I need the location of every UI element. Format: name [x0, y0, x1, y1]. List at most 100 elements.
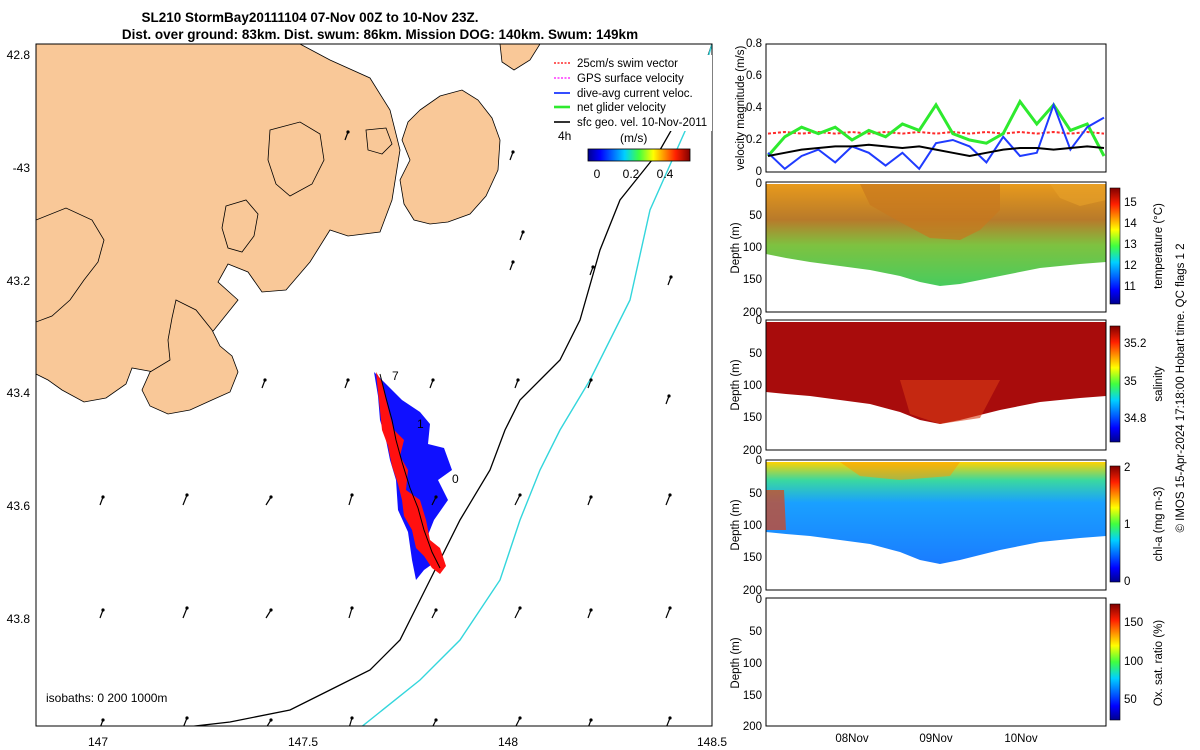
vel-ytick-0: 0 — [756, 166, 762, 178]
salinity-field — [766, 322, 1106, 424]
velocity-arrow-head — [434, 495, 438, 499]
map-xtick-2: 148 — [498, 735, 518, 749]
salinity-frame — [765, 319, 1107, 451]
velocity-arrow-head — [431, 378, 435, 382]
velocity-arrow-head — [516, 378, 520, 382]
chlorophyll-y-axis: 0 50 100 150 200 — [743, 455, 762, 597]
land-tasman-peninsula — [141, 299, 239, 415]
temperature-panel: 0 50 100 150 200 Depth (m) 15 14 13 12 1… — [730, 178, 1165, 319]
velocity-arrow-head — [269, 495, 273, 499]
temperature-colorbar-ticks: 15 14 13 12 11 — [1124, 197, 1137, 293]
ox-ytick-0: 0 — [756, 594, 762, 606]
chl-ytick-1: 50 — [749, 488, 762, 500]
track-velocity-blue — [374, 372, 452, 580]
sal-ytick-3: 150 — [743, 412, 762, 424]
velocity-arrow-head — [511, 150, 515, 154]
chlorophyll-surface-bloom — [840, 462, 960, 480]
oxygen-ylabel: Depth (m) — [730, 637, 742, 688]
sal-ctick-2: 34.8 — [1124, 413, 1146, 425]
isobath-200m — [189, 44, 712, 726]
velocity-arrow-head — [185, 606, 189, 610]
map-y-axis: 42.8 -43 43.2 43.4 43.6 43.8 — [7, 48, 31, 626]
time-xtick-1: 09Nov — [919, 733, 952, 745]
chlorophyll-colorbar — [1109, 465, 1121, 583]
surface-velocity-arrows — [99, 130, 673, 726]
oxygen-colorbar-ticks: 150 100 50 — [1124, 617, 1143, 706]
velocity-arrow — [665, 607, 671, 619]
legend-swim-vector: 25cm/s swim vector — [577, 58, 678, 70]
velocity-arrow-head — [669, 275, 673, 279]
salinity-panel: 0 50 100 150 200 Depth (m) 35.2 35 34.8 … — [730, 315, 1165, 457]
chl-ytick-2: 100 — [743, 520, 762, 532]
land-inlet-peninsula — [221, 199, 259, 253]
legend-net-glider: net glider velocity — [577, 102, 666, 114]
sal-ytick-4: 200 — [743, 445, 762, 457]
velocity-series-dive-avg-current — [767, 101, 1105, 171]
vel-ytick-2: 0.4 — [746, 102, 763, 114]
velocity-arrow-head — [589, 608, 593, 612]
time-scale-label: 4h — [558, 129, 571, 143]
velocity-arrow — [666, 717, 671, 726]
isobath-1000m — [361, 44, 712, 726]
temperature-ylabel: Depth (m) — [730, 222, 742, 273]
velocity-arrow-head — [101, 608, 105, 612]
land-bruny-island — [36, 207, 105, 323]
temp-ctick-1: 14 — [1124, 218, 1137, 230]
temp-ytick-3: 150 — [743, 274, 762, 286]
map-colorbar — [587, 148, 691, 162]
salinity-clabel: salinity — [1153, 366, 1165, 401]
velocity-arrow-head — [269, 718, 273, 722]
land-small-isle — [365, 127, 393, 155]
velocity-arrow-head — [434, 608, 438, 612]
track-swim-red — [376, 372, 446, 574]
map-ytick-0: 42.8 — [7, 48, 31, 62]
map-colorbar-tick-2: 0.4 — [657, 167, 674, 181]
map-legend: 25cm/s swim vector GPS surface velocity … — [546, 55, 712, 131]
velocity-arrow-head — [434, 718, 438, 722]
temperature-colorbar — [1109, 187, 1121, 305]
vel-ytick-4: 0.8 — [746, 38, 762, 50]
track-label-7: 7 — [392, 369, 399, 383]
ox-ctick-2: 50 — [1124, 694, 1137, 706]
vel-ytick-3: 0.6 — [746, 70, 762, 82]
map-colorbar-tick-1: 0.2 — [623, 167, 640, 181]
chlorophyll-ylabel: Depth (m) — [730, 499, 742, 550]
velocity-arrow-head — [591, 265, 595, 269]
chl-ytick-4: 200 — [743, 585, 762, 597]
velocity-arrow-head — [350, 493, 354, 497]
temperature-clabel: temperature (°C) — [1153, 203, 1165, 289]
velocity-arrow — [514, 494, 521, 506]
land-east-coast — [399, 89, 501, 225]
velocity-arrow-head — [346, 130, 350, 134]
time-x-axis: 08Nov 09Nov 10Nov — [835, 733, 1037, 745]
velocity-arrow — [183, 717, 188, 726]
temp-ytick-1: 50 — [749, 210, 762, 222]
velocity-arrow-head — [589, 495, 593, 499]
velocity-arrow — [515, 717, 521, 726]
salinity-y-axis: 0 50 100 150 200 — [743, 315, 762, 457]
sal-ctick-0: 35.2 — [1124, 338, 1146, 350]
velocity-arrow — [182, 607, 188, 619]
oxygen-frame — [765, 597, 1107, 727]
chl-ctick-0: 2 — [1124, 462, 1130, 474]
ox-ytick-2: 100 — [743, 658, 762, 670]
temp-ytick-2: 100 — [743, 242, 762, 254]
velocity-arrow-head — [668, 606, 672, 610]
track-label-1: 1 — [417, 417, 424, 431]
velocity-series — [766, 98, 1106, 171]
temp-ctick-0: 15 — [1124, 197, 1137, 209]
velocity-arrow-head — [511, 260, 515, 264]
velocity-arrow-head — [185, 716, 189, 720]
chl-ctick-1: 1 — [1124, 519, 1130, 531]
velocity-arrow-head — [350, 606, 354, 610]
velocity-panel: 0 0.2 0.4 0.6 0.8 velocity magnitude (m/… — [735, 38, 1107, 178]
velocity-arrow-head — [589, 378, 593, 382]
map-panel: 7 1 0 42.8 -43 43.2 43.4 43.6 43.8 147 1… — [7, 43, 727, 749]
velocity-arrow-head — [668, 716, 672, 720]
chl-ytick-3: 150 — [743, 552, 762, 564]
velocity-arrow-head — [350, 716, 354, 720]
sal-ytick-1: 50 — [749, 348, 762, 360]
legend-dive-avg: dive-avg current veloc. — [577, 88, 693, 100]
velocity-arrow-head — [518, 606, 522, 610]
